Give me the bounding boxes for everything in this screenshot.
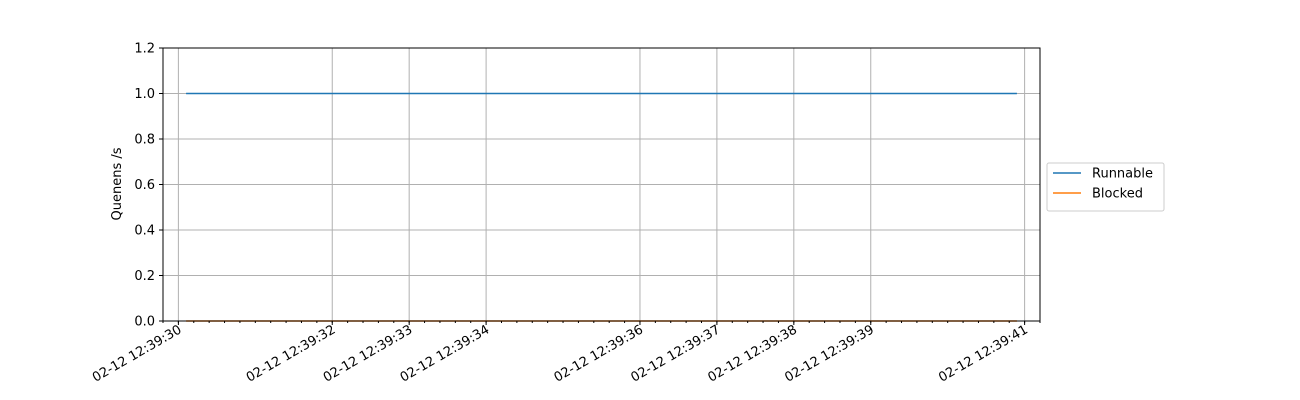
grid xyxy=(163,47,1040,322)
y-tick-label: 1.2 xyxy=(134,42,155,57)
y-tick-label: 0.6 xyxy=(134,178,155,193)
y-tick-label: 0.8 xyxy=(134,133,155,148)
x-tick-label: 02-12 12:39:30 xyxy=(90,322,184,385)
legend[interactable]: Runnable Blocked xyxy=(1046,162,1165,212)
y-tick-label: 1.0 xyxy=(134,87,155,102)
y-tick-label: 0.0 xyxy=(134,315,155,330)
y-tick-label: 0.4 xyxy=(134,224,155,239)
y-axis-label: Quenens /s xyxy=(110,147,125,220)
legend-label: Runnable xyxy=(1092,167,1153,182)
y-axis: 0.0 0.2 0.4 0.6 0.8 1.0 1.2 xyxy=(134,42,163,330)
legend-box xyxy=(1046,162,1165,212)
legend-label: Blocked xyxy=(1092,187,1143,202)
x-tick-label: 02-12 12:39:41 xyxy=(936,322,1030,385)
y-tick-label: 0.2 xyxy=(134,269,155,284)
series-lines xyxy=(186,92,1017,322)
